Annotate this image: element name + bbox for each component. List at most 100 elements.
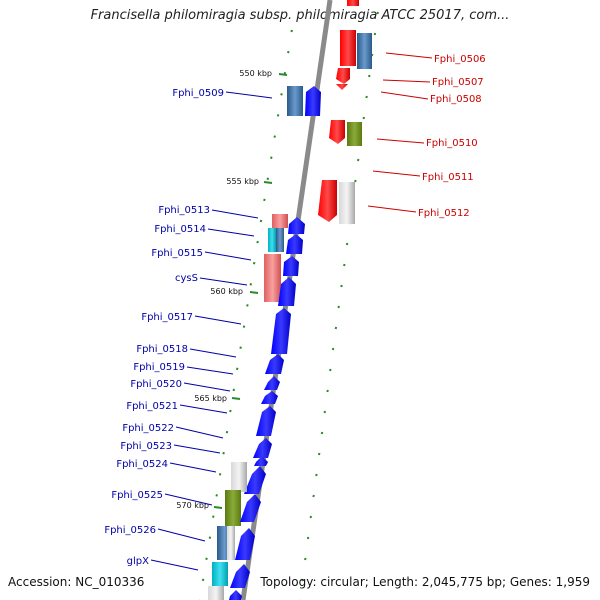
ring-dot: [326, 389, 329, 393]
ruler: 550 kbp 555 kbp 560 kbp 565 kbp 570 kbp: [176, 69, 288, 510]
gene-feature: [272, 214, 288, 228]
ring-dot: [337, 305, 340, 309]
gene-feature: [225, 490, 241, 526]
leader-line: [175, 426, 224, 439]
ring-dot: [356, 158, 360, 162]
ring-dot: [306, 536, 310, 540]
ring-dot: [331, 347, 335, 351]
ring-dot: [225, 430, 229, 434]
leader-line: [183, 382, 231, 392]
gene-feature: [336, 68, 350, 84]
gene-label: Fphi_0511: [422, 172, 474, 183]
leader-line: [189, 348, 237, 358]
gene-labels-left: Fphi_0509 Fphi_0513 Fphi_0514 Fphi_0515 …: [104, 88, 273, 571]
gene-feature: [265, 354, 284, 374]
gene-label: Fphi_0517: [141, 312, 193, 323]
ring-dot: [201, 578, 205, 582]
ring-dot: [345, 242, 349, 246]
reverse-strand: [318, 0, 372, 224]
ring-dot: [320, 431, 324, 435]
ring-dot: [249, 283, 253, 286]
ring-dot: [235, 367, 239, 371]
ring-dot: [212, 515, 215, 518]
ring-dot: [222, 451, 225, 455]
gene-feature: [227, 526, 235, 560]
ring-dot: [343, 263, 346, 267]
ring-dot: [368, 74, 371, 78]
ruler-label: 570 kbp: [176, 501, 209, 510]
gene-feature: [212, 562, 228, 586]
ring-dot: [301, 578, 304, 582]
gene-feature: [230, 564, 250, 588]
ring-dot: [334, 326, 338, 330]
ring-dot: [304, 557, 307, 561]
ring-dot: [232, 388, 236, 392]
leader-line: [199, 277, 248, 286]
gene-label: Fphi_0509: [172, 88, 224, 99]
ring-dot: [259, 219, 263, 223]
ruler-label: 560 kbp: [210, 287, 243, 296]
ring-dot: [239, 346, 242, 349]
gene-label: Fphi_0514: [154, 224, 206, 235]
gene-label: Fphi_0523: [120, 441, 172, 452]
leader-line: [367, 205, 417, 213]
ruler-label: 555 kbp: [226, 177, 259, 186]
gene-label: Fphi_0512: [418, 208, 470, 219]
map-title: Francisella philomiragia subsp. philomir…: [90, 8, 510, 23]
leader-line: [173, 444, 221, 454]
ring-dot: [365, 95, 368, 99]
gene-feature: [253, 438, 272, 458]
gene-label: Fphi_0506: [434, 54, 486, 65]
ring-dot: [215, 494, 218, 497]
ruler-label: 550 kbp: [239, 69, 272, 78]
ring-dot: [208, 536, 212, 539]
ruler-tick: [249, 291, 259, 294]
ring-dot: [252, 261, 256, 265]
gene-feature: [283, 256, 299, 276]
gene-feature: [278, 277, 296, 306]
ruler-tick: [231, 397, 241, 400]
gene-label: Fphi_0524: [116, 459, 168, 470]
gene-label: Fphi_0519: [133, 362, 185, 373]
gene-feature: [318, 180, 337, 222]
gene-feature: [261, 391, 278, 404]
gene-feature: [336, 84, 348, 90]
ring-dot: [270, 156, 273, 159]
gene-feature: [347, 122, 362, 146]
gene-label: Fphi_0508: [430, 94, 482, 105]
ring-dot: [373, 32, 377, 36]
leader-line: [164, 493, 213, 506]
leader-line: [169, 462, 217, 473]
ring-dot: [266, 177, 270, 181]
leader-line: [385, 52, 433, 59]
ring-dot: [376, 11, 379, 15]
gene-label: Fphi_0507: [432, 77, 484, 88]
ring-dot: [309, 515, 313, 519]
ring-dot: [205, 557, 208, 561]
ring-dot: [229, 409, 232, 413]
gene-feature: [287, 86, 303, 116]
leader-line: [225, 91, 273, 99]
gene-feature: [240, 494, 261, 522]
gene-label: Fphi_0525: [111, 490, 163, 501]
ring-dot: [323, 410, 327, 414]
gene-label: Fphi_0526: [104, 525, 156, 536]
gene-feature: [231, 462, 247, 492]
ring-dot: [273, 135, 276, 138]
gene-feature: [268, 228, 276, 252]
gene-labels-right: Fphi_0506 Fphi_0507 Fphi_0508 Fphi_0510 …: [367, 52, 486, 219]
leader-line: [207, 228, 255, 237]
gene-feature: [305, 86, 321, 116]
leader-line: [382, 79, 431, 83]
gene-feature: [357, 33, 372, 69]
ring-dot: [218, 473, 222, 476]
gene-label: Fphi_0521: [126, 401, 178, 412]
gene-feature: [256, 406, 276, 436]
ring-dot: [246, 304, 249, 307]
leader-line: [211, 209, 259, 219]
ruler-tick: [213, 506, 223, 509]
gene-label: Fphi_0518: [136, 344, 188, 355]
ruler-tick: [263, 181, 273, 184]
ruler-tick: [278, 73, 288, 76]
